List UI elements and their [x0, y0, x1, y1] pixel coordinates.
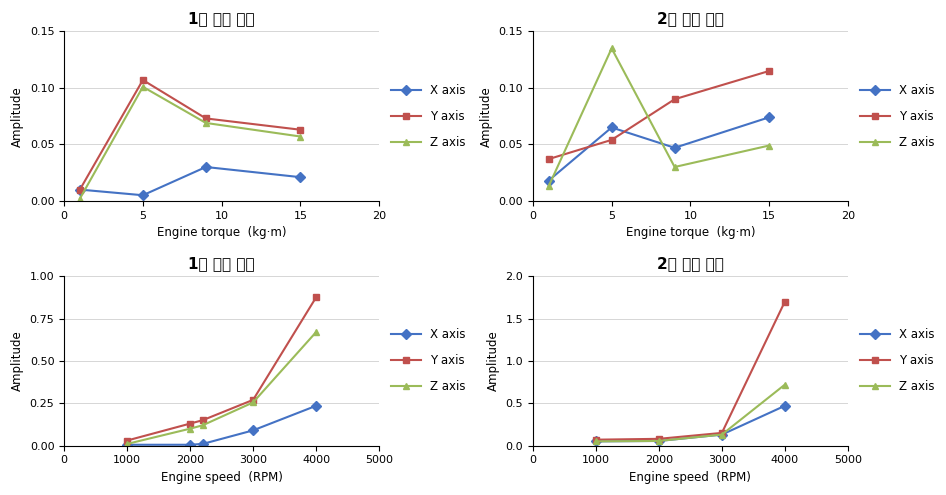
Title: 2자 대표 진동: 2자 대표 진동 [657, 256, 724, 271]
Z axis [184, 426, 196, 432]
Y axis [137, 77, 149, 83]
X axis [780, 403, 791, 409]
X axis [121, 442, 132, 448]
Y axis [654, 436, 665, 442]
Z axis [137, 84, 149, 90]
Z axis [669, 164, 680, 170]
Line: X axis: X axis [545, 114, 773, 184]
Y axis [74, 187, 85, 193]
Y axis [294, 127, 306, 133]
X axis [590, 439, 602, 445]
Z axis [294, 134, 306, 140]
X axis [248, 427, 259, 433]
Line: Z axis: Z axis [545, 45, 773, 190]
Z axis [197, 422, 208, 428]
Line: Y axis: Y axis [77, 77, 304, 193]
X axis [74, 187, 85, 193]
Legend: X axis, Y axis, Z axis: X axis, Y axis, Z axis [392, 84, 465, 148]
X-axis label: Engine torque  (kg·m): Engine torque (kg·m) [625, 226, 755, 239]
Z axis [310, 329, 322, 335]
Line: Z axis: Z axis [592, 381, 788, 445]
Title: 1자 대표 진동: 1자 대표 진동 [188, 256, 254, 271]
Y axis [184, 421, 196, 427]
Y axis [543, 156, 554, 162]
Y axis [121, 438, 132, 444]
Y-axis label: Amplitude: Amplitude [480, 86, 493, 147]
Y axis [606, 137, 618, 143]
X axis [669, 145, 680, 151]
Legend: X axis, Y axis, Z axis: X axis, Y axis, Z axis [392, 328, 465, 394]
Y axis [669, 96, 680, 102]
X-axis label: Engine speed  (RPM): Engine speed (RPM) [161, 471, 283, 484]
Legend: X axis, Y axis, Z axis: X axis, Y axis, Z axis [860, 328, 935, 394]
Y axis [248, 397, 259, 403]
Line: Y axis: Y axis [124, 294, 320, 444]
Z axis [248, 399, 259, 405]
X axis [716, 432, 727, 438]
Z axis [201, 120, 212, 126]
X axis [184, 442, 196, 448]
Y axis [310, 295, 322, 300]
Y-axis label: Amplitude: Amplitude [487, 331, 499, 391]
X-axis label: Engine torque  (kg·m): Engine torque (kg·m) [157, 226, 287, 239]
X-axis label: Engine speed  (RPM): Engine speed (RPM) [629, 471, 751, 484]
Line: Y axis: Y axis [592, 298, 788, 443]
Y-axis label: Amplitude: Amplitude [11, 86, 25, 147]
X axis [606, 125, 618, 131]
Line: X axis: X axis [592, 402, 788, 445]
Z axis [590, 439, 602, 445]
Y axis [201, 115, 212, 121]
Line: Y axis: Y axis [545, 67, 773, 162]
Legend: X axis, Y axis, Z axis: X axis, Y axis, Z axis [860, 84, 935, 148]
X axis [137, 192, 149, 198]
Z axis [74, 196, 85, 201]
Y axis [763, 68, 775, 74]
Z axis [716, 432, 727, 438]
Title: 2자 대표 진동: 2자 대표 진동 [657, 11, 724, 26]
Y axis [716, 430, 727, 436]
X axis [543, 178, 554, 184]
X axis [201, 164, 212, 170]
X axis [294, 174, 306, 180]
Z axis [654, 438, 665, 444]
Line: Z axis: Z axis [124, 329, 320, 447]
Y axis [197, 417, 208, 423]
Y-axis label: Amplitude: Amplitude [11, 331, 24, 391]
Line: X axis: X axis [77, 163, 304, 198]
X axis [654, 438, 665, 444]
Z axis [121, 441, 132, 447]
X axis [197, 441, 208, 447]
Y axis [780, 298, 791, 304]
Title: 1자 대표 진동: 1자 대표 진동 [188, 11, 254, 26]
Z axis [606, 46, 618, 51]
X axis [310, 403, 322, 409]
Z axis [763, 143, 775, 148]
Y axis [590, 437, 602, 443]
Line: X axis: X axis [124, 402, 320, 448]
Z axis [543, 183, 554, 189]
Z axis [780, 382, 791, 388]
X axis [763, 114, 775, 120]
Line: Z axis: Z axis [77, 83, 304, 202]
